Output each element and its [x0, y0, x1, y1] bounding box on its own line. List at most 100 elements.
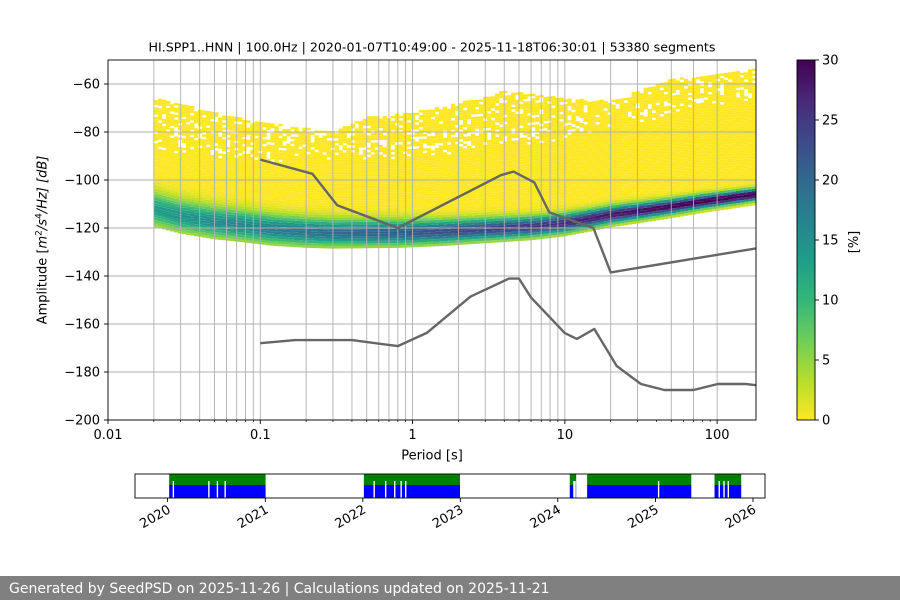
psd-cell	[426, 157, 432, 161]
psd-cell	[169, 149, 175, 153]
psd-cell	[374, 180, 380, 184]
psd-cell	[173, 138, 179, 142]
psd-cell	[362, 183, 367, 186]
psd-cell	[402, 120, 408, 123]
psd-cell	[466, 117, 472, 120]
psd-cell	[479, 99, 484, 102]
psd-cell	[198, 191, 203, 194]
psd-cell	[210, 162, 215, 165]
psd-cell	[334, 207, 339, 211]
psd-cell	[503, 215, 508, 218]
psd-cell	[378, 238, 384, 241]
psd-cell	[286, 153, 291, 156]
psd-cell	[306, 139, 311, 143]
psd-cell	[523, 103, 528, 107]
psd-cell	[418, 141, 424, 144]
psd-cell	[466, 124, 472, 127]
psd-cell	[370, 128, 376, 131]
psd-cell	[503, 102, 508, 106]
psd-cell	[202, 191, 207, 195]
psd-cell	[527, 185, 532, 188]
psd-cell	[422, 215, 428, 218]
psd-cell	[531, 218, 536, 221]
psd-cell	[286, 196, 291, 199]
psd-cell	[402, 235, 408, 238]
psd-cell	[314, 135, 319, 138]
psd-cell	[394, 178, 400, 181]
psd-cell	[346, 174, 351, 177]
psd-cell	[238, 229, 243, 233]
psd-cell	[390, 233, 396, 236]
psd-cell	[527, 101, 532, 104]
psd-cell	[173, 191, 179, 195]
psd-cell	[278, 145, 283, 148]
psd-cell	[189, 206, 195, 210]
psd-cell	[414, 127, 420, 130]
psd-cell	[462, 165, 468, 168]
psd-cell	[358, 188, 363, 191]
psd-cell	[173, 206, 179, 209]
psd-cell	[511, 195, 516, 199]
psd-cell	[398, 161, 404, 164]
psd-cell	[173, 184, 179, 187]
psd-cell	[531, 103, 536, 106]
psd-cell	[446, 204, 452, 208]
psd-cell	[523, 108, 528, 112]
psd-cell	[374, 240, 380, 244]
psd-cell	[458, 230, 464, 233]
psd-cell	[326, 202, 331, 206]
psd-cell	[434, 176, 440, 180]
psd-cell	[230, 188, 235, 191]
psd-cell	[250, 164, 255, 167]
psd-cell	[511, 147, 516, 151]
psd-cell	[334, 217, 339, 220]
psd-cell	[354, 205, 359, 208]
psd-cell	[350, 190, 355, 194]
psd-cell	[394, 144, 400, 148]
psd-cell	[354, 195, 359, 198]
psd-cell	[511, 200, 516, 204]
psd-cell	[262, 122, 267, 125]
psd-cell	[474, 241, 480, 244]
psd-cell	[189, 218, 195, 222]
psd-cell	[294, 196, 299, 200]
psd-cell	[543, 161, 548, 165]
psd-cell	[527, 132, 532, 135]
psd-cell	[173, 122, 179, 125]
psd-cell	[294, 216, 299, 219]
psd-cell	[479, 147, 484, 150]
psd-cell	[226, 154, 231, 157]
psd-cell	[238, 184, 243, 187]
psd-cell	[462, 179, 468, 183]
psd-cell	[362, 197, 367, 201]
psd-cell	[214, 172, 219, 175]
psd-cell	[161, 174, 167, 177]
psd-cell	[238, 169, 243, 173]
psd-cell	[161, 214, 167, 218]
psd-cell	[322, 161, 327, 165]
psd-cell	[515, 181, 520, 184]
psd-cell	[193, 166, 199, 170]
psd-cell	[157, 213, 163, 217]
psd-cell	[531, 194, 536, 197]
psd-cell	[165, 184, 171, 188]
psd-cell	[262, 177, 267, 180]
psd-cell	[230, 164, 235, 167]
psd-cell	[499, 223, 504, 226]
psd-cell	[222, 221, 227, 224]
psd-cell	[318, 238, 323, 242]
psd-cell	[434, 188, 440, 192]
psd-cell	[479, 111, 484, 114]
psd-cell	[282, 138, 287, 141]
psd-cell	[214, 225, 219, 228]
psd-cell	[519, 202, 524, 205]
psd-cell	[434, 186, 440, 189]
psd-cell	[434, 155, 440, 158]
psd-cell	[519, 99, 524, 102]
psd-cell	[458, 177, 464, 180]
psd-cell	[173, 119, 179, 123]
psd-cell	[430, 167, 436, 170]
psd-cell	[394, 113, 400, 116]
psd-cell	[189, 149, 195, 152]
psd-cell	[507, 104, 512, 108]
